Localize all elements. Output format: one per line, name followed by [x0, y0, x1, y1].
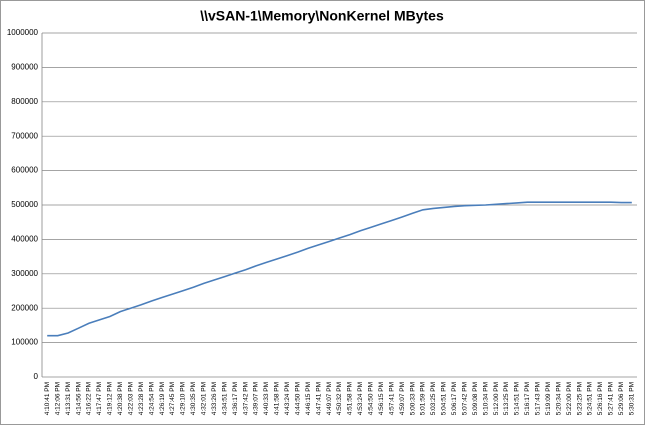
x-tick-label: 4:27:45 PM — [169, 382, 176, 415]
x-tick-label: 4:54:50 PM — [368, 382, 375, 415]
x-tick-label: 4:46:15 PM — [305, 382, 312, 415]
x-tick-label: 5:27:41 PM — [608, 382, 615, 415]
x-tick-label: 4:30:35 PM — [190, 382, 197, 415]
x-tick-label: 4:41:58 PM — [274, 382, 281, 415]
x-tick-label: 4:37:42 PM — [242, 382, 249, 415]
x-tick-label: 4:47:41 PM — [315, 382, 322, 415]
x-tick-label: 5:04:51 PM — [441, 382, 448, 415]
x-tick-label: 4:33:26 PM — [211, 382, 218, 415]
y-tick-label: 200000 — [11, 303, 38, 312]
y-tick-label: 100000 — [11, 338, 38, 347]
y-tick-label: 600000 — [11, 166, 38, 175]
x-tick-label: 4:26:19 PM — [159, 382, 166, 415]
x-tick-label: 5:24:51 PM — [587, 382, 594, 415]
x-tick-label: 4:50:32 PM — [336, 382, 343, 415]
x-tick-label: 4:34:51 PM — [221, 382, 228, 415]
x-tick-label: 4:39:07 PM — [253, 382, 260, 415]
x-tick-label: 5:23:25 PM — [576, 382, 583, 415]
x-tick-label: 5:13:25 PM — [503, 382, 510, 415]
x-tick-label: 5:06:17 PM — [451, 382, 458, 415]
x-tick-label: 5:09:08 PM — [472, 382, 479, 415]
x-tick-label: 4:49:07 PM — [326, 382, 333, 415]
x-tick-label: 4:51:58 PM — [347, 382, 354, 415]
x-tick-label: 5:30:31 PM — [628, 382, 635, 415]
x-tick-label: 5:20:34 PM — [555, 382, 562, 415]
x-tick-label: 4:14:56 PM — [75, 382, 82, 415]
x-tick-label: 5:14:51 PM — [514, 382, 521, 415]
y-tick-label: 800000 — [11, 97, 38, 106]
x-tick-label: 4:32:01 PM — [201, 382, 208, 415]
y-tick-label: 900000 — [11, 63, 38, 72]
x-tick-label: 4:20:38 PM — [117, 382, 124, 415]
x-tick-label: 4:17:47 PM — [96, 382, 103, 415]
x-tick-label: 4:56:15 PM — [378, 382, 385, 415]
x-tick-label: 4:43:24 PM — [284, 382, 291, 415]
x-tick-label: 4:40:33 PM — [263, 382, 270, 415]
x-tick-label: 5:01:59 PM — [420, 382, 427, 415]
x-tick-label: 4:12:06 PM — [54, 382, 61, 415]
y-tick-label: 1000000 — [7, 28, 39, 37]
x-tick-label: 4:44:50 PM — [294, 382, 301, 415]
x-tick-label: 5:22:00 PM — [566, 382, 573, 415]
x-tick-label: 4:24:54 PM — [148, 382, 155, 415]
x-tick-label: 4:16:22 PM — [86, 382, 93, 415]
x-tick-label: 4:53:24 PM — [357, 382, 364, 415]
chart-title: \\vSAN-1\Memory\NonKernel MBytes — [200, 8, 444, 24]
x-tick-label: 5:03:25 PM — [430, 382, 437, 415]
x-tick-label: 4:57:41 PM — [388, 382, 395, 415]
x-tick-label: 5:07:42 PM — [461, 382, 468, 415]
x-tick-label: 5:17:43 PM — [535, 382, 542, 415]
x-tick-label: 5:16:17 PM — [524, 382, 531, 415]
y-tick-label: 700000 — [11, 131, 38, 140]
x-tick-label: 4:22:03 PM — [127, 382, 134, 415]
x-tick-label: 4:13:31 PM — [65, 382, 72, 415]
x-tick-label: 4:36:17 PM — [232, 382, 239, 415]
x-tick-label: 5:29:06 PM — [618, 382, 625, 415]
x-tick-label: 5:10:34 PM — [482, 382, 489, 415]
x-tick-label: 5:00:33 PM — [409, 382, 416, 415]
y-tick-label: 500000 — [11, 200, 38, 209]
y-tick-label: 400000 — [11, 235, 38, 244]
x-tick-label: 5:19:09 PM — [545, 382, 552, 415]
x-tick-label: 4:19:12 PM — [107, 382, 114, 415]
x-tick-label: 4:23:28 PM — [138, 382, 145, 415]
x-tick-label: 4:29:10 PM — [180, 382, 187, 415]
y-tick-label: 300000 — [11, 269, 38, 278]
x-tick-label: 4:59:07 PM — [399, 382, 406, 415]
x-tick-label: 5:12:00 PM — [493, 382, 500, 415]
x-tick-label: 5:26:16 PM — [597, 382, 604, 415]
line-series — [47, 201, 632, 337]
x-tick-label: 4:10:41 PM — [44, 382, 51, 415]
y-tick-label: 0 — [34, 372, 39, 381]
